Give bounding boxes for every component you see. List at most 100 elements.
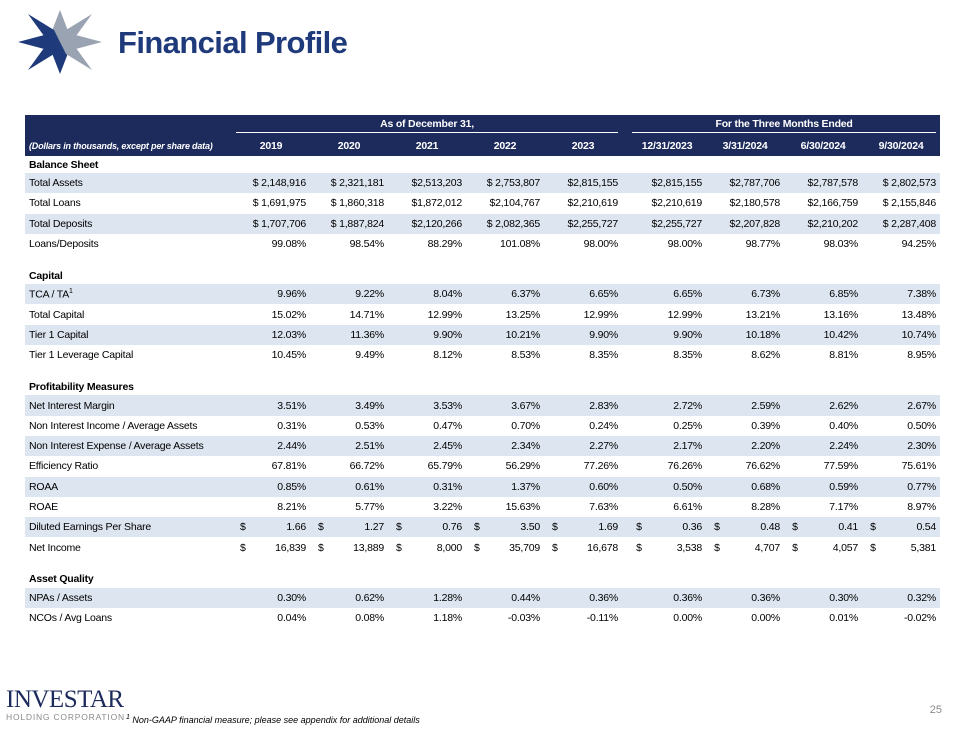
cell: 6.65% xyxy=(544,284,623,305)
logo-mark xyxy=(18,10,102,74)
cell: $2,210,202 xyxy=(784,213,863,234)
row-label: ROAA xyxy=(25,476,232,497)
cell: $2,787,706 xyxy=(706,173,785,194)
cell: $0.48 xyxy=(706,517,785,538)
cell-amount: 4,707 xyxy=(754,541,781,554)
page-number: 25 xyxy=(929,704,942,716)
cell: 0.47% xyxy=(433,419,462,432)
cell: $3,538 xyxy=(628,537,706,557)
title: Financial Profile xyxy=(118,25,348,60)
units-note: (Dollars in thousands, except per share … xyxy=(25,136,232,156)
row-label-text: Total Capital xyxy=(29,308,85,321)
cell: 13.25% xyxy=(505,308,541,321)
spacer xyxy=(622,395,629,416)
cell: $ 2,155,846 xyxy=(882,197,937,210)
spacer xyxy=(25,115,232,136)
cell: 0.30% xyxy=(232,587,310,609)
row-label-text: NCOs / Avg Loans xyxy=(29,612,112,625)
cell: $2,180,578 xyxy=(729,197,781,210)
cell: $13,889 xyxy=(310,537,388,557)
cell: 8.21% xyxy=(277,501,306,513)
cell: -0.11% xyxy=(586,612,619,625)
cell: 0.40% xyxy=(829,419,859,432)
currency-symbol: $ xyxy=(318,521,324,534)
cell: 2.67% xyxy=(862,395,941,416)
cell: 0.32% xyxy=(862,587,941,609)
blank-cell xyxy=(25,558,940,571)
cell: 2.44% xyxy=(232,435,310,457)
cell: 0.59% xyxy=(784,476,863,497)
row-label-text: Total Assets xyxy=(29,177,83,190)
row-label: TCA / TA1 xyxy=(25,284,232,305)
cell-amount: 0.36 xyxy=(682,521,703,534)
cell: 15.02% xyxy=(271,308,307,321)
cell: 7.17% xyxy=(829,501,859,513)
cell: $4,707 xyxy=(706,537,784,557)
row-label-text: Tier 1 Capital xyxy=(29,328,89,341)
cell: 98.77% xyxy=(745,238,781,251)
footnote-text: Non-GAAP financial measure; please see a… xyxy=(132,715,420,725)
currency-symbol: $ xyxy=(474,521,480,534)
cell: 101.08% xyxy=(499,238,540,251)
cell: $1.66 xyxy=(232,517,310,538)
cell: 65.79% xyxy=(427,460,463,473)
cell: 67.81% xyxy=(271,460,307,473)
cell: $1,872,012 xyxy=(411,197,462,210)
cell: $1.27 xyxy=(310,517,388,538)
cell: 5.77% xyxy=(355,501,384,513)
currency-symbol: $ xyxy=(792,541,798,554)
row-label-text: ROAA xyxy=(29,480,58,493)
cell-amount: 0.76 xyxy=(442,521,462,534)
cell: 1.37% xyxy=(466,476,544,497)
cell: 2.51% xyxy=(310,435,388,457)
row-label-text: Efficiency Ratio xyxy=(29,460,98,473)
section-row: Balance Sheet xyxy=(25,156,940,173)
cell: 6.37% xyxy=(466,284,544,305)
cell: 8.35% xyxy=(589,349,619,362)
cell: $2,210,619 xyxy=(567,197,619,210)
cell: 12.99% xyxy=(427,308,463,321)
cell: $0.76 xyxy=(388,517,466,538)
row-label-text: Total Deposits xyxy=(29,217,93,230)
data-row: Efficiency Ratio 67.81% 66.72% 65.79% 56.29%… xyxy=(25,456,940,476)
row-label-text: Net Interest Margin xyxy=(29,399,115,412)
cell: 0.36% xyxy=(706,587,785,609)
cell: $1.69 xyxy=(544,517,623,538)
cell-amount: 3,538 xyxy=(676,541,703,554)
cell: 6.85% xyxy=(784,284,863,305)
cell: 76.26% xyxy=(667,460,703,473)
currency-symbol: $ xyxy=(318,541,324,554)
data-row: NPAs / Assets 0.30% 0.62% 1.28% 0.44% 0.36% 0.… xyxy=(25,587,941,609)
row-label-text: Net Income xyxy=(29,541,81,554)
cell: $ 1,860,318 xyxy=(330,197,384,210)
cell: 12.03% xyxy=(232,324,310,346)
cell: 1.18% xyxy=(433,612,462,625)
data-row: Diluted Earnings Per Share $1.66 $1.27 $0.7… xyxy=(25,517,941,538)
cell: 0.31% xyxy=(388,476,466,497)
cell: $16,839 xyxy=(232,537,310,557)
cell: $ 1,887,824 xyxy=(310,213,388,234)
cell: 8.12% xyxy=(433,349,462,362)
row-label: Total Deposits xyxy=(25,213,232,234)
cell: 2.45% xyxy=(388,435,466,457)
row-label: Total Capital xyxy=(25,304,232,324)
row-label-text: Total Loans xyxy=(29,197,81,210)
cell: 0.31% xyxy=(277,419,306,432)
cell: $16,678 xyxy=(544,537,622,557)
cell: $2,166,759 xyxy=(807,197,859,210)
cell: $5,381 xyxy=(862,537,940,557)
group-header-row: As of December 31, For the Three Months … xyxy=(25,115,941,136)
row-label-text: NPAs / Assets xyxy=(29,591,93,604)
cell: 0.50% xyxy=(907,419,937,432)
brand: INVESTAR HOLDING CORPORATION xyxy=(6,687,125,722)
cell: 7.38% xyxy=(862,284,941,305)
currency-symbol: $ xyxy=(240,521,246,534)
cell-amount: 4,057 xyxy=(832,541,859,554)
column-header: 2020 xyxy=(310,136,388,156)
spacer xyxy=(622,115,629,136)
blank-cell xyxy=(25,365,940,378)
currency-symbol: $ xyxy=(474,541,480,554)
cell: $ 1,707,706 xyxy=(232,213,310,234)
cell: 3.22% xyxy=(433,501,462,513)
column-header: 2019 xyxy=(232,136,310,156)
